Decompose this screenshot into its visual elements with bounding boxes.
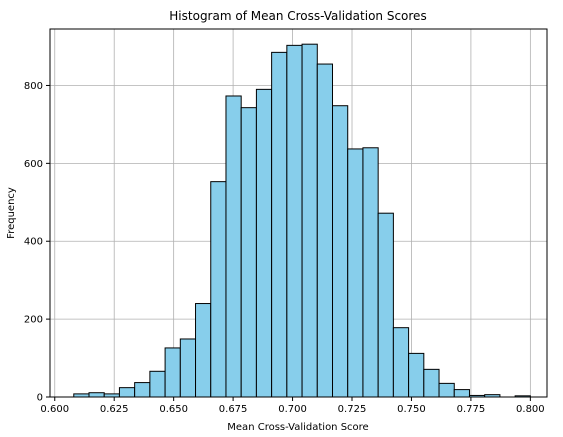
x-tick-label: 0.775 — [457, 404, 486, 415]
plot-area-frame — [49, 28, 548, 398]
x-tick-label: 0.700 — [278, 404, 307, 415]
chart-title: Histogram of Mean Cross-Validation Score… — [169, 9, 426, 23]
x-tick-label: 0.650 — [159, 404, 188, 415]
histogram-bar — [377, 212, 394, 398]
histogram-bar — [255, 88, 273, 398]
x-tick-label: 0.800 — [516, 404, 545, 415]
histogram-bar — [195, 303, 212, 398]
histogram-bar — [423, 368, 440, 398]
histogram-bar — [301, 43, 318, 398]
histogram-bar — [392, 327, 410, 398]
y-tick-label: 800 — [24, 81, 43, 92]
x-tick-label: 0.725 — [338, 404, 367, 415]
y-tick-label: 0 — [37, 393, 43, 404]
histogram-bar — [240, 107, 257, 398]
histogram-bar — [408, 352, 425, 398]
x-axis-title: Mean Cross-Validation Score — [227, 422, 368, 433]
histogram-bar — [332, 105, 349, 398]
y-tick-label: 400 — [24, 237, 43, 248]
histogram-bar — [347, 148, 364, 398]
histogram-bar — [118, 387, 136, 398]
histogram-bar — [149, 370, 166, 398]
histogram-bar — [134, 382, 151, 398]
y-tick-label: 200 — [24, 315, 43, 326]
y-axis-title: Frequency — [6, 187, 17, 239]
y-tick-label: 600 — [24, 159, 43, 170]
histogram-bar — [210, 181, 227, 398]
x-axis-ticks: 0.600 0.625 0.650 0.675 0.700 0.725 0.750 0.775… — [40, 397, 545, 415]
histogram-bar — [164, 347, 181, 398]
histogram-bar — [225, 95, 242, 398]
histogram-bar — [362, 147, 379, 398]
x-tick-label: 0.675 — [219, 404, 248, 415]
histogram-bar — [88, 392, 105, 398]
x-tick-label: 0.600 — [40, 404, 69, 415]
histogram-bar — [286, 44, 303, 398]
histogram-bar — [438, 382, 455, 398]
histogram-bar — [271, 51, 288, 398]
histogram-bar — [316, 63, 334, 398]
histogram-bars — [73, 43, 531, 398]
histogram-bar — [453, 389, 470, 398]
x-tick-label: 0.750 — [397, 404, 426, 415]
x-tick-label: 0.625 — [100, 404, 129, 415]
y-axis-ticks: 0 200 400 600 800 — [24, 81, 50, 404]
histogram-bar — [179, 338, 197, 398]
